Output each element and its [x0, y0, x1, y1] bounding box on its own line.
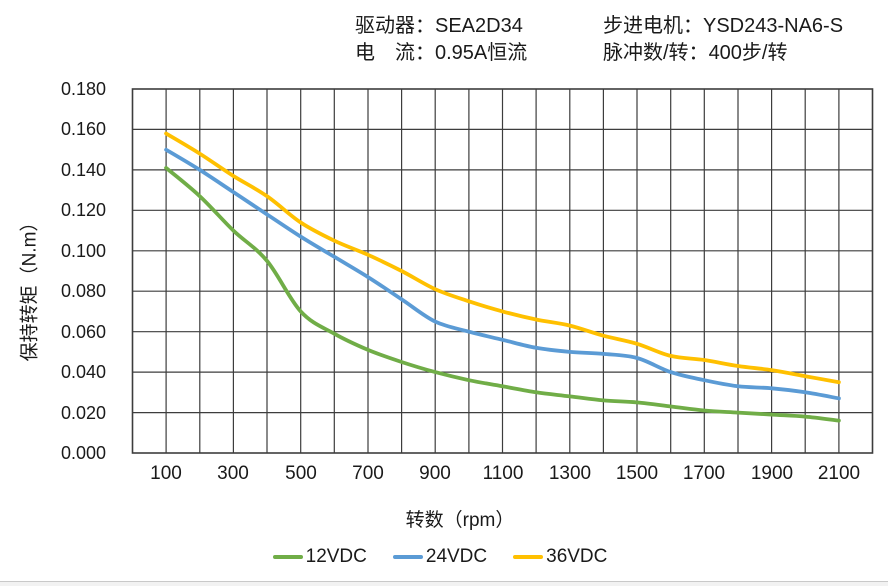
- legend-label-24vdc: 24VDC: [425, 546, 488, 567]
- legend-item-12vdc: 12VDC: [272, 546, 367, 568]
- pulses-value: 400步/转: [708, 42, 788, 64]
- header-right-column: 步进电机：YSD243-NA6-S 脉冲数/转：400步/转: [603, 13, 843, 67]
- series-line-24vdc: [164, 147, 841, 401]
- x-tick-label: 2100: [817, 463, 861, 484]
- y-tick-label: 0.140: [60, 160, 106, 180]
- legend-line-swatch-12vdc: [272, 555, 303, 559]
- current-line: 电 流：0.95A恒流: [355, 40, 527, 67]
- legend-line-swatch-24vdc: [392, 555, 423, 559]
- motor-line: 步进电机：YSD243-NA6-S: [603, 13, 843, 40]
- y-tick-label: 0.020: [60, 403, 106, 423]
- header-left-column: 驱动器：SEA2D34 电 流：0.95A恒流: [355, 13, 527, 67]
- y-tick-label: 0.040: [60, 362, 106, 382]
- x-tick-label: 300: [217, 463, 249, 484]
- x-tick-label: 1300: [548, 463, 592, 484]
- x-tick-label: 1900: [750, 463, 794, 484]
- y-tick-label: 0.000: [60, 443, 106, 463]
- x-tick-label: 900: [419, 463, 451, 484]
- x-tick-label: 1700: [682, 463, 726, 484]
- x-tick-label: 1500: [615, 463, 659, 484]
- legend-item-36vdc: 36VDC: [513, 546, 607, 568]
- chart-legend: 12VDC 24VDC 36VDC: [0, 546, 884, 568]
- series-line-36vdc: [164, 131, 841, 385]
- legend-item-24vdc: 24VDC: [392, 546, 488, 568]
- current-value: 0.95A恒流: [435, 42, 528, 64]
- y-axis-title: 保持转矩（N.m）: [19, 212, 41, 362]
- pulses-label: 脉冲数/转：: [603, 42, 709, 64]
- screenshot-bottom-edge: [0, 581, 888, 586]
- series-line-12vdc: [164, 166, 841, 423]
- plot-border: [131, 88, 874, 454]
- legend-label-12vdc: 12VDC: [305, 546, 367, 567]
- driver-line: 驱动器：SEA2D34: [355, 13, 527, 40]
- x-tick-label: 500: [285, 463, 317, 484]
- legend-label-36vdc: 36VDC: [546, 546, 608, 567]
- x-axis-title: 转数（rpm）: [405, 510, 515, 531]
- current-label: 电 流：: [355, 42, 435, 64]
- legend-line-swatch-36vdc: [513, 555, 544, 559]
- y-tick-label: 0.100: [60, 241, 106, 261]
- pulses-line: 脉冲数/转：400步/转: [603, 40, 843, 67]
- x-tick-label: 1100: [482, 463, 524, 484]
- driver-label: 驱动器：: [355, 15, 435, 37]
- motor-label: 步进电机：: [603, 15, 703, 37]
- y-tick-label: 0.060: [60, 322, 106, 342]
- y-tick-label: 0.120: [60, 200, 106, 220]
- y-tick-label: 0.080: [60, 281, 106, 301]
- y-tick-label: 0.160: [60, 119, 106, 139]
- motor-value: YSD243-NA6-S: [703, 15, 844, 37]
- y-tick-label: 0.180: [60, 79, 106, 99]
- driver-value: SEA2D34: [435, 15, 523, 37]
- x-tick-label: 700: [352, 463, 384, 484]
- x-tick-label: 100: [150, 463, 182, 484]
